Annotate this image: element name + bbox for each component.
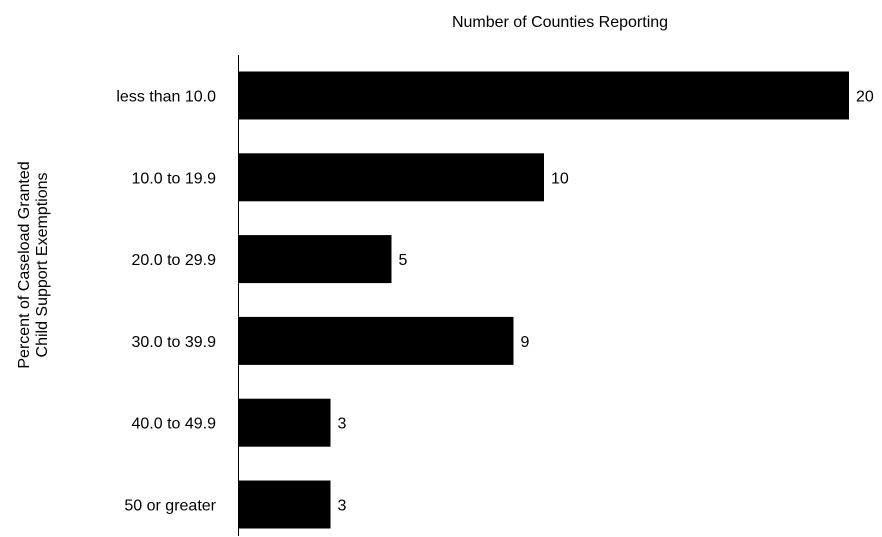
value-label-3: 9 bbox=[521, 334, 530, 351]
category-label-5: 50 or greater bbox=[124, 498, 216, 515]
value-label-4: 3 bbox=[338, 416, 347, 433]
category-label-3: 30.0 to 39.9 bbox=[131, 334, 216, 351]
chart-title: Number of Counties Reporting bbox=[452, 14, 668, 31]
bar-3 bbox=[239, 316, 514, 365]
category-label-0: less than 10.0 bbox=[116, 89, 216, 106]
bar-4 bbox=[239, 398, 331, 447]
bar-5 bbox=[239, 480, 331, 529]
category-label-4: 40.0 to 49.9 bbox=[131, 416, 216, 433]
value-label-2: 5 bbox=[399, 252, 408, 269]
category-label-2: 20.0 to 29.9 bbox=[131, 252, 216, 269]
y-axis-label-line-1: Percent of Caseload Granted bbox=[16, 161, 33, 368]
value-label-1: 10 bbox=[551, 170, 569, 187]
bar-0 bbox=[239, 71, 849, 120]
bar-1 bbox=[239, 153, 544, 202]
bars-group: less than 10.0 20 10.0 to 19.9 10 20.0 to 29… bbox=[116, 71, 874, 529]
value-label-5: 3 bbox=[338, 498, 347, 515]
category-label-1: 10.0 to 19.9 bbox=[131, 170, 216, 187]
bar-2 bbox=[239, 235, 392, 284]
y-axis-label-line-2: Child Support Exemptions bbox=[34, 173, 51, 358]
value-label-0: 20 bbox=[856, 89, 874, 106]
